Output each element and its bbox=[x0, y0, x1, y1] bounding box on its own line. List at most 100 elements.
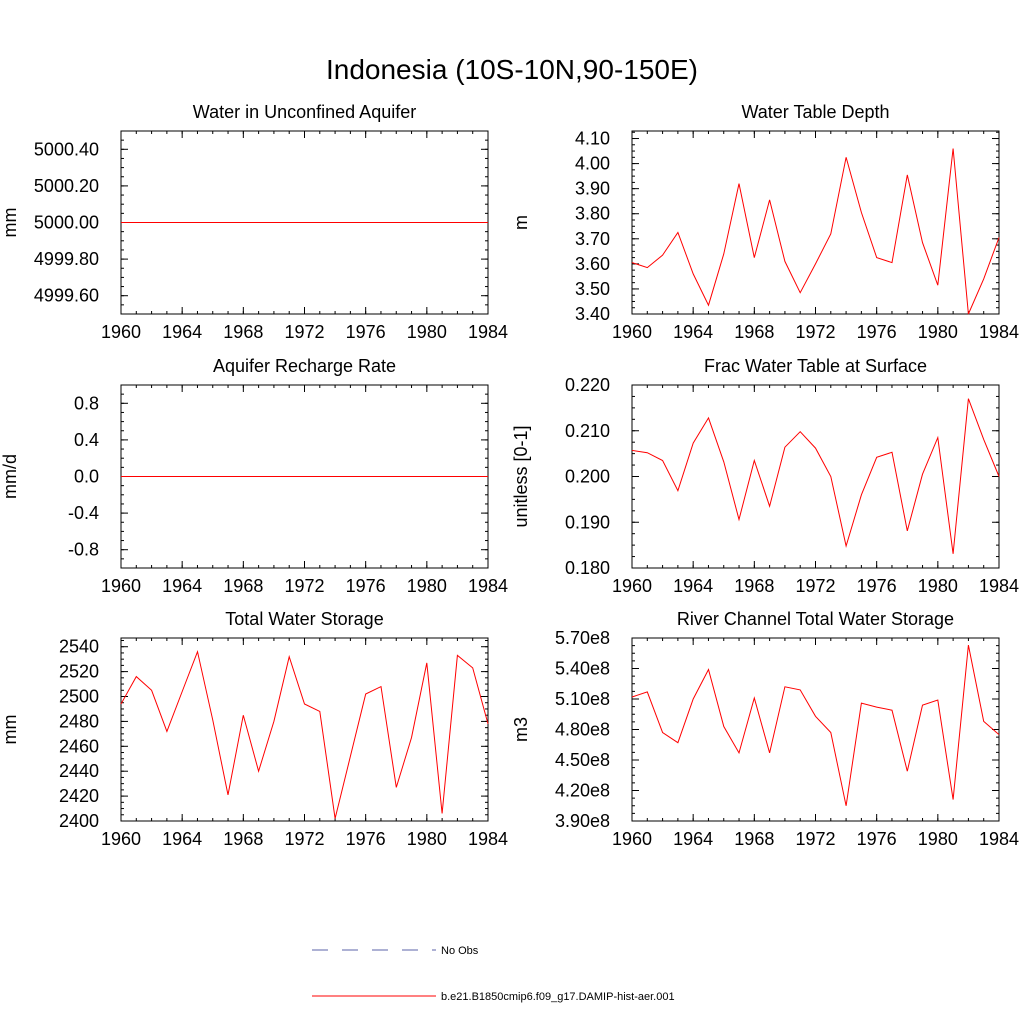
x-tick-label: 1980 bbox=[407, 576, 447, 596]
x-tick-label: 1968 bbox=[223, 829, 263, 849]
chart-panel-2: Water Table Depth m 1960 1964 1968 1972 1976 19… bbox=[511, 102, 1019, 342]
y-tick-label: 5.10e8 bbox=[555, 689, 610, 709]
chart-panel-1: Water in Unconfined Aquifer mm 1960 1964 196… bbox=[0, 102, 508, 342]
series-line-1 bbox=[631, 148, 1000, 315]
panel-title: Frac Water Table at Surface bbox=[704, 356, 927, 376]
y-tick-label: 3.90e8 bbox=[555, 811, 610, 831]
y-tick-label: 5000.40 bbox=[34, 139, 99, 159]
x-tick-label: 1976 bbox=[857, 576, 897, 596]
y-tick-label: -0.8 bbox=[68, 540, 99, 560]
x-tick-label: 1976 bbox=[346, 322, 386, 342]
x-tick-label: 1980 bbox=[918, 576, 958, 596]
x-tick-label: 1976 bbox=[346, 829, 386, 849]
plot-frame bbox=[631, 384, 1000, 569]
y-tick-label: 2440 bbox=[59, 761, 99, 781]
x-tick-label: 1964 bbox=[673, 322, 713, 342]
y-tick-label: 4999.80 bbox=[34, 249, 99, 269]
chart-panel-6: River Channel Total Water Storage m3 1960 1… bbox=[511, 609, 1019, 849]
y-axis-label: m3 bbox=[511, 717, 531, 742]
x-tick-label: 1964 bbox=[673, 576, 713, 596]
x-tick-label: 1964 bbox=[673, 829, 713, 849]
x-tick-label: 1968 bbox=[734, 829, 774, 849]
panel-title: Water in Unconfined Aquifer bbox=[193, 102, 416, 122]
y-tick-label: 2540 bbox=[59, 637, 99, 657]
chart-panel-5: Total Water Storage mm 1960 1964 1968 1972 197… bbox=[0, 609, 508, 849]
x-tick-label: 1960 bbox=[612, 322, 652, 342]
y-tick-label: -0.4 bbox=[68, 503, 99, 523]
panel-title: Aquifer Recharge Rate bbox=[213, 356, 396, 376]
y-tick-label: 2520 bbox=[59, 662, 99, 682]
y-tick-label: 5.40e8 bbox=[555, 659, 610, 679]
y-tick-label: 0.210 bbox=[565, 421, 610, 441]
chart-panel-3: Aquifer Recharge Rate mm/d 1960 1964 1968 197… bbox=[0, 356, 508, 596]
x-tick-label: 1972 bbox=[284, 829, 324, 849]
y-tick-label: 3.50 bbox=[575, 279, 610, 299]
x-tick-label: 1960 bbox=[101, 576, 141, 596]
y-tick-label: 4.10 bbox=[575, 129, 610, 149]
legend: No Obs b.e21.B1850cmip6.f09_g17.DAMIP-hi… bbox=[312, 945, 675, 1003]
y-tick-label: 3.80 bbox=[575, 204, 610, 224]
y-tick-label: 5.70e8 bbox=[555, 628, 610, 648]
y-tick-label: 4.20e8 bbox=[555, 781, 610, 801]
plot-frame bbox=[120, 637, 489, 822]
y-tick-label: 0.190 bbox=[565, 512, 610, 532]
y-tick-label: 4.00 bbox=[575, 154, 610, 174]
x-tick-label: 1976 bbox=[857, 322, 897, 342]
x-tick-label: 1980 bbox=[407, 829, 447, 849]
x-tick-label: 1984 bbox=[468, 576, 508, 596]
series-line-1 bbox=[631, 645, 1000, 806]
y-tick-label: 3.60 bbox=[575, 254, 610, 274]
y-tick-label: 2460 bbox=[59, 736, 99, 756]
x-tick-label: 1972 bbox=[795, 829, 835, 849]
y-tick-label: 3.70 bbox=[575, 229, 610, 249]
y-tick-label: 0.200 bbox=[565, 467, 610, 487]
x-tick-label: 1964 bbox=[162, 322, 202, 342]
x-tick-label: 1984 bbox=[979, 322, 1019, 342]
plot-frame bbox=[631, 130, 1000, 315]
y-tick-label: 0.220 bbox=[565, 375, 610, 395]
y-axis-label: unitless [0-1] bbox=[511, 425, 531, 527]
y-tick-label: 2500 bbox=[59, 687, 99, 707]
y-axis-label: mm/d bbox=[0, 454, 20, 499]
x-tick-label: 1984 bbox=[468, 322, 508, 342]
panel-title: Water Table Depth bbox=[741, 102, 889, 122]
series-line-1 bbox=[120, 649, 489, 819]
y-tick-label: 2480 bbox=[59, 711, 99, 731]
x-tick-label: 1960 bbox=[101, 829, 141, 849]
panels-group: Water in Unconfined Aquifer mm 1960 1964 196… bbox=[0, 102, 1019, 849]
x-tick-label: 1976 bbox=[346, 576, 386, 596]
y-tick-label: 0.8 bbox=[74, 393, 99, 413]
plot-frame bbox=[631, 637, 1000, 822]
y-axis-label: m bbox=[511, 215, 531, 230]
y-tick-label: 4.80e8 bbox=[555, 720, 610, 740]
page-title: Indonesia (10S-10N,90-150E) bbox=[325, 54, 698, 85]
y-tick-label: 5000.20 bbox=[34, 176, 99, 196]
y-tick-label: 2400 bbox=[59, 811, 99, 831]
y-tick-label: 0.0 bbox=[74, 467, 99, 487]
chart-panel-4: Frac Water Table at Surface unitless [0-1… bbox=[511, 356, 1019, 596]
x-tick-label: 1980 bbox=[918, 829, 958, 849]
panel-title: River Channel Total Water Storage bbox=[677, 609, 954, 629]
y-axis-label: mm bbox=[0, 208, 20, 238]
x-tick-label: 1960 bbox=[612, 576, 652, 596]
x-tick-label: 1980 bbox=[407, 322, 447, 342]
y-tick-label: 4.50e8 bbox=[555, 750, 610, 770]
x-tick-label: 1960 bbox=[101, 322, 141, 342]
y-tick-label: 0.4 bbox=[74, 430, 99, 450]
x-tick-label: 1968 bbox=[223, 576, 263, 596]
x-tick-label: 1960 bbox=[612, 829, 652, 849]
series-line-1 bbox=[631, 398, 1000, 554]
x-tick-label: 1968 bbox=[223, 322, 263, 342]
x-tick-label: 1964 bbox=[162, 576, 202, 596]
x-tick-label: 1984 bbox=[979, 576, 1019, 596]
x-tick-label: 1968 bbox=[734, 322, 774, 342]
x-tick-label: 1976 bbox=[857, 829, 897, 849]
x-tick-label: 1984 bbox=[979, 829, 1019, 849]
x-tick-label: 1972 bbox=[284, 576, 324, 596]
legend-label-no-obs: No Obs bbox=[441, 945, 479, 957]
y-axis-label: mm bbox=[0, 715, 20, 745]
y-tick-label: 5000.00 bbox=[34, 213, 99, 233]
x-tick-label: 1964 bbox=[162, 829, 202, 849]
x-tick-label: 1984 bbox=[468, 829, 508, 849]
